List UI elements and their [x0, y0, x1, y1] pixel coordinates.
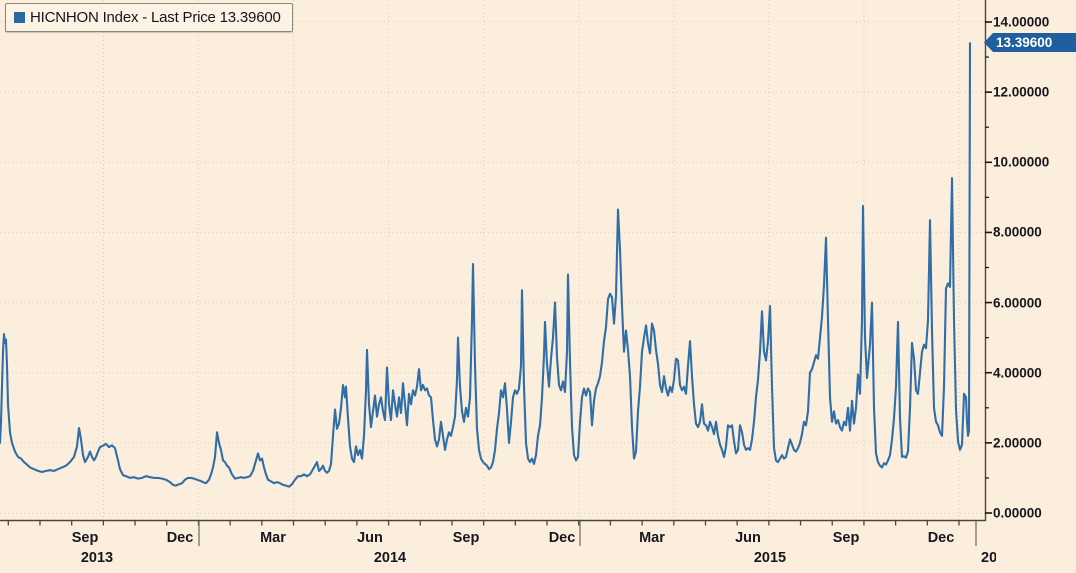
x-axis-month-label: Sep: [452, 530, 480, 546]
y-axis-label: 12.00000: [993, 84, 1050, 100]
x-axis-month-label: Jun: [357, 530, 383, 546]
x-axis-month-label: Dec: [927, 530, 955, 546]
y-axis-label: 14.00000: [993, 14, 1050, 30]
y-axis-label: 8.00000: [993, 224, 1042, 240]
x-axis-month-label: Mar: [260, 530, 286, 546]
x-axis-month-label: Dec: [166, 530, 194, 546]
last-price-badge: 13.39600: [984, 33, 1076, 52]
y-axis-label: 4.00000: [993, 365, 1042, 381]
x-axis-month-label: Dec: [548, 530, 576, 546]
legend-label: HICNHON Index - Last Price 13.39600: [30, 9, 281, 26]
y-axis-label: 2.00000: [993, 435, 1042, 451]
x-axis-year-label: 2016: [981, 550, 996, 566]
x-axis-month-label: Jun: [735, 530, 761, 546]
x-axis-month-label: Sep: [832, 530, 860, 546]
x-axis-year-label: 2014: [373, 550, 407, 566]
x-axis-month-label: Sep: [71, 530, 99, 546]
series-marker-icon: [14, 12, 25, 23]
price-line: [0, 42, 972, 488]
y-axis-label: 6.00000: [993, 295, 1042, 311]
x-axis-month-label: Mar: [639, 530, 665, 546]
x-axis-year-label: 2015: [753, 550, 787, 566]
y-axis-label: 10.00000: [993, 154, 1050, 170]
x-axis-year-label: 2013: [80, 550, 114, 566]
y-axis-label: 0.00000: [993, 505, 1042, 521]
legend[interactable]: HICNHON Index - Last Price 13.39600: [5, 3, 293, 32]
